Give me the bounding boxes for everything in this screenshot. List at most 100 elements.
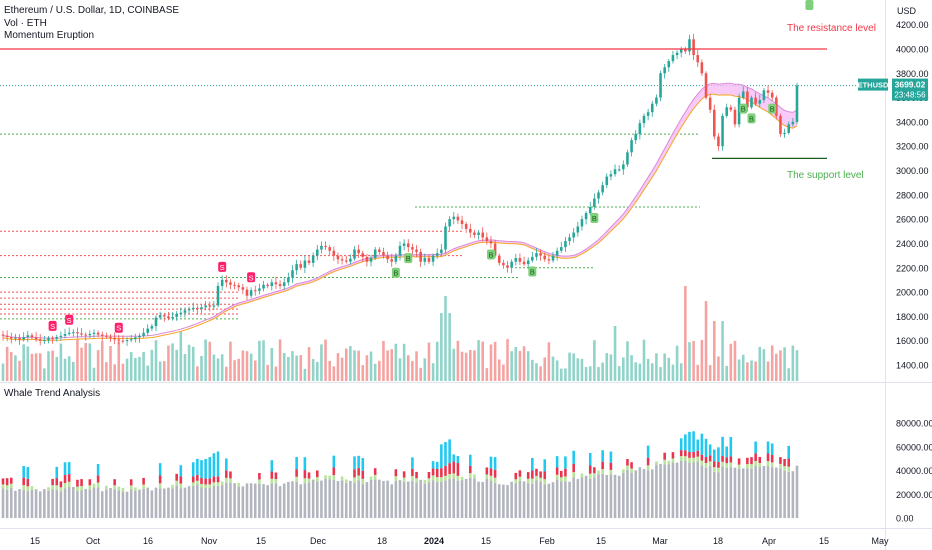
whale-red-bar [609,462,613,470]
candle-body [700,62,704,74]
volume-bar [105,362,108,381]
symbol-tag-text: ETHUSD [858,81,889,90]
whale-cyan-bar [787,445,791,459]
whale-green-bar [493,477,497,483]
whale-red-bar [208,478,212,485]
whale-red-bar [225,470,228,478]
whale-base-bar [398,480,402,518]
candle-body [572,232,575,238]
volume-bar [708,365,712,381]
whale-cyan-bar [270,460,274,472]
whale-green-bar [316,477,319,482]
candle-body [473,232,476,235]
whale-base-bar [150,490,154,518]
whale-red-bar [758,456,762,464]
whale-base-bar [134,490,137,518]
whale-base-bar [762,465,766,518]
whale-base-bar [535,480,538,518]
volume-bar [493,341,497,381]
time-axis-label: Apr [762,536,776,546]
candle-body [328,247,331,251]
sell-signal-marker [48,320,57,331]
whale-green-bar [766,461,770,467]
whale-green-bar [80,485,83,491]
volume-bar [200,356,203,381]
whale-base-bar [204,488,207,518]
whale-base-bar [737,468,741,518]
whale-red-bar [26,478,30,487]
candle-body [522,261,526,265]
whale-cyan-bar [200,460,203,479]
whale-cyan-bar [704,438,708,458]
candle-body [386,255,389,260]
candle-body [187,309,191,311]
whale-red-bar [489,468,493,476]
candle-body [369,258,373,262]
whale-green-bar [402,477,406,482]
volume-bar [30,353,34,381]
candle-body [76,332,79,334]
whale-red-bar [394,469,398,477]
candle-body [378,249,381,252]
whale-cyan-bar [770,443,774,455]
volume-bar [191,346,195,381]
whale-base-bar [688,462,691,518]
candle-body [427,258,431,262]
whale-red-bar [204,478,207,485]
candle-body [650,103,654,113]
volume-bar [262,340,265,381]
whale-cyan-bar [444,442,447,466]
whale-base-bar [456,480,460,518]
whale-green-bar [175,480,178,486]
whale-green-bar [117,486,121,491]
volume-bar [617,366,621,381]
candle-body [59,335,63,338]
whale-base-bar [684,460,687,518]
whale-cyan-bar [96,464,100,476]
whale-base-bar [382,480,385,518]
volume-bar [741,354,745,381]
whale-green-bar [555,474,559,480]
whale-base-bar [448,478,451,518]
whale-green-bar [121,487,125,492]
whale-base-bar [750,468,753,518]
whale-base-bar [14,490,17,518]
whale-base-bar [402,481,406,518]
buy-signal-marker [739,103,748,114]
candle-body [721,115,724,147]
whale-base-bar [617,475,621,518]
whale-base-bar [564,481,567,518]
price-axis-label: 2400.00 [896,239,929,249]
whale-base-bar [369,479,373,518]
sell-signal-glyph: S [220,263,225,272]
volume-bar [452,348,456,381]
whale-green-bar [373,474,377,480]
whale-green-bar [700,460,704,466]
whale-green-bar [394,476,398,481]
whale-green-bar [460,476,464,481]
candle-body [754,97,757,104]
buy-signal-glyph: B [530,267,535,276]
volume-bar [646,358,650,381]
whale-base-bar [59,491,63,518]
candle-body [696,55,700,63]
whale-green-bar [411,476,414,481]
whale-base-bar [295,481,298,518]
whale-cyan-bar [295,457,298,470]
whale-green-bar [324,475,327,479]
volume-bar [51,350,54,381]
whale-green-bar [601,469,604,474]
candle-body [175,313,178,317]
volume-bar [750,360,753,381]
candle-body [34,337,38,340]
volume-bar [253,360,257,381]
candle-body [22,337,25,340]
whale-green-bar [746,464,749,469]
whale-cyan-bar [708,444,712,456]
symbol-title: Ethereum / U.S. Dollar, 1D, COINBASE [4,5,180,16]
candle-body [216,286,220,306]
candle-body [179,312,183,314]
whale-base-bar [630,472,633,518]
whale-base-bar [531,483,534,518]
